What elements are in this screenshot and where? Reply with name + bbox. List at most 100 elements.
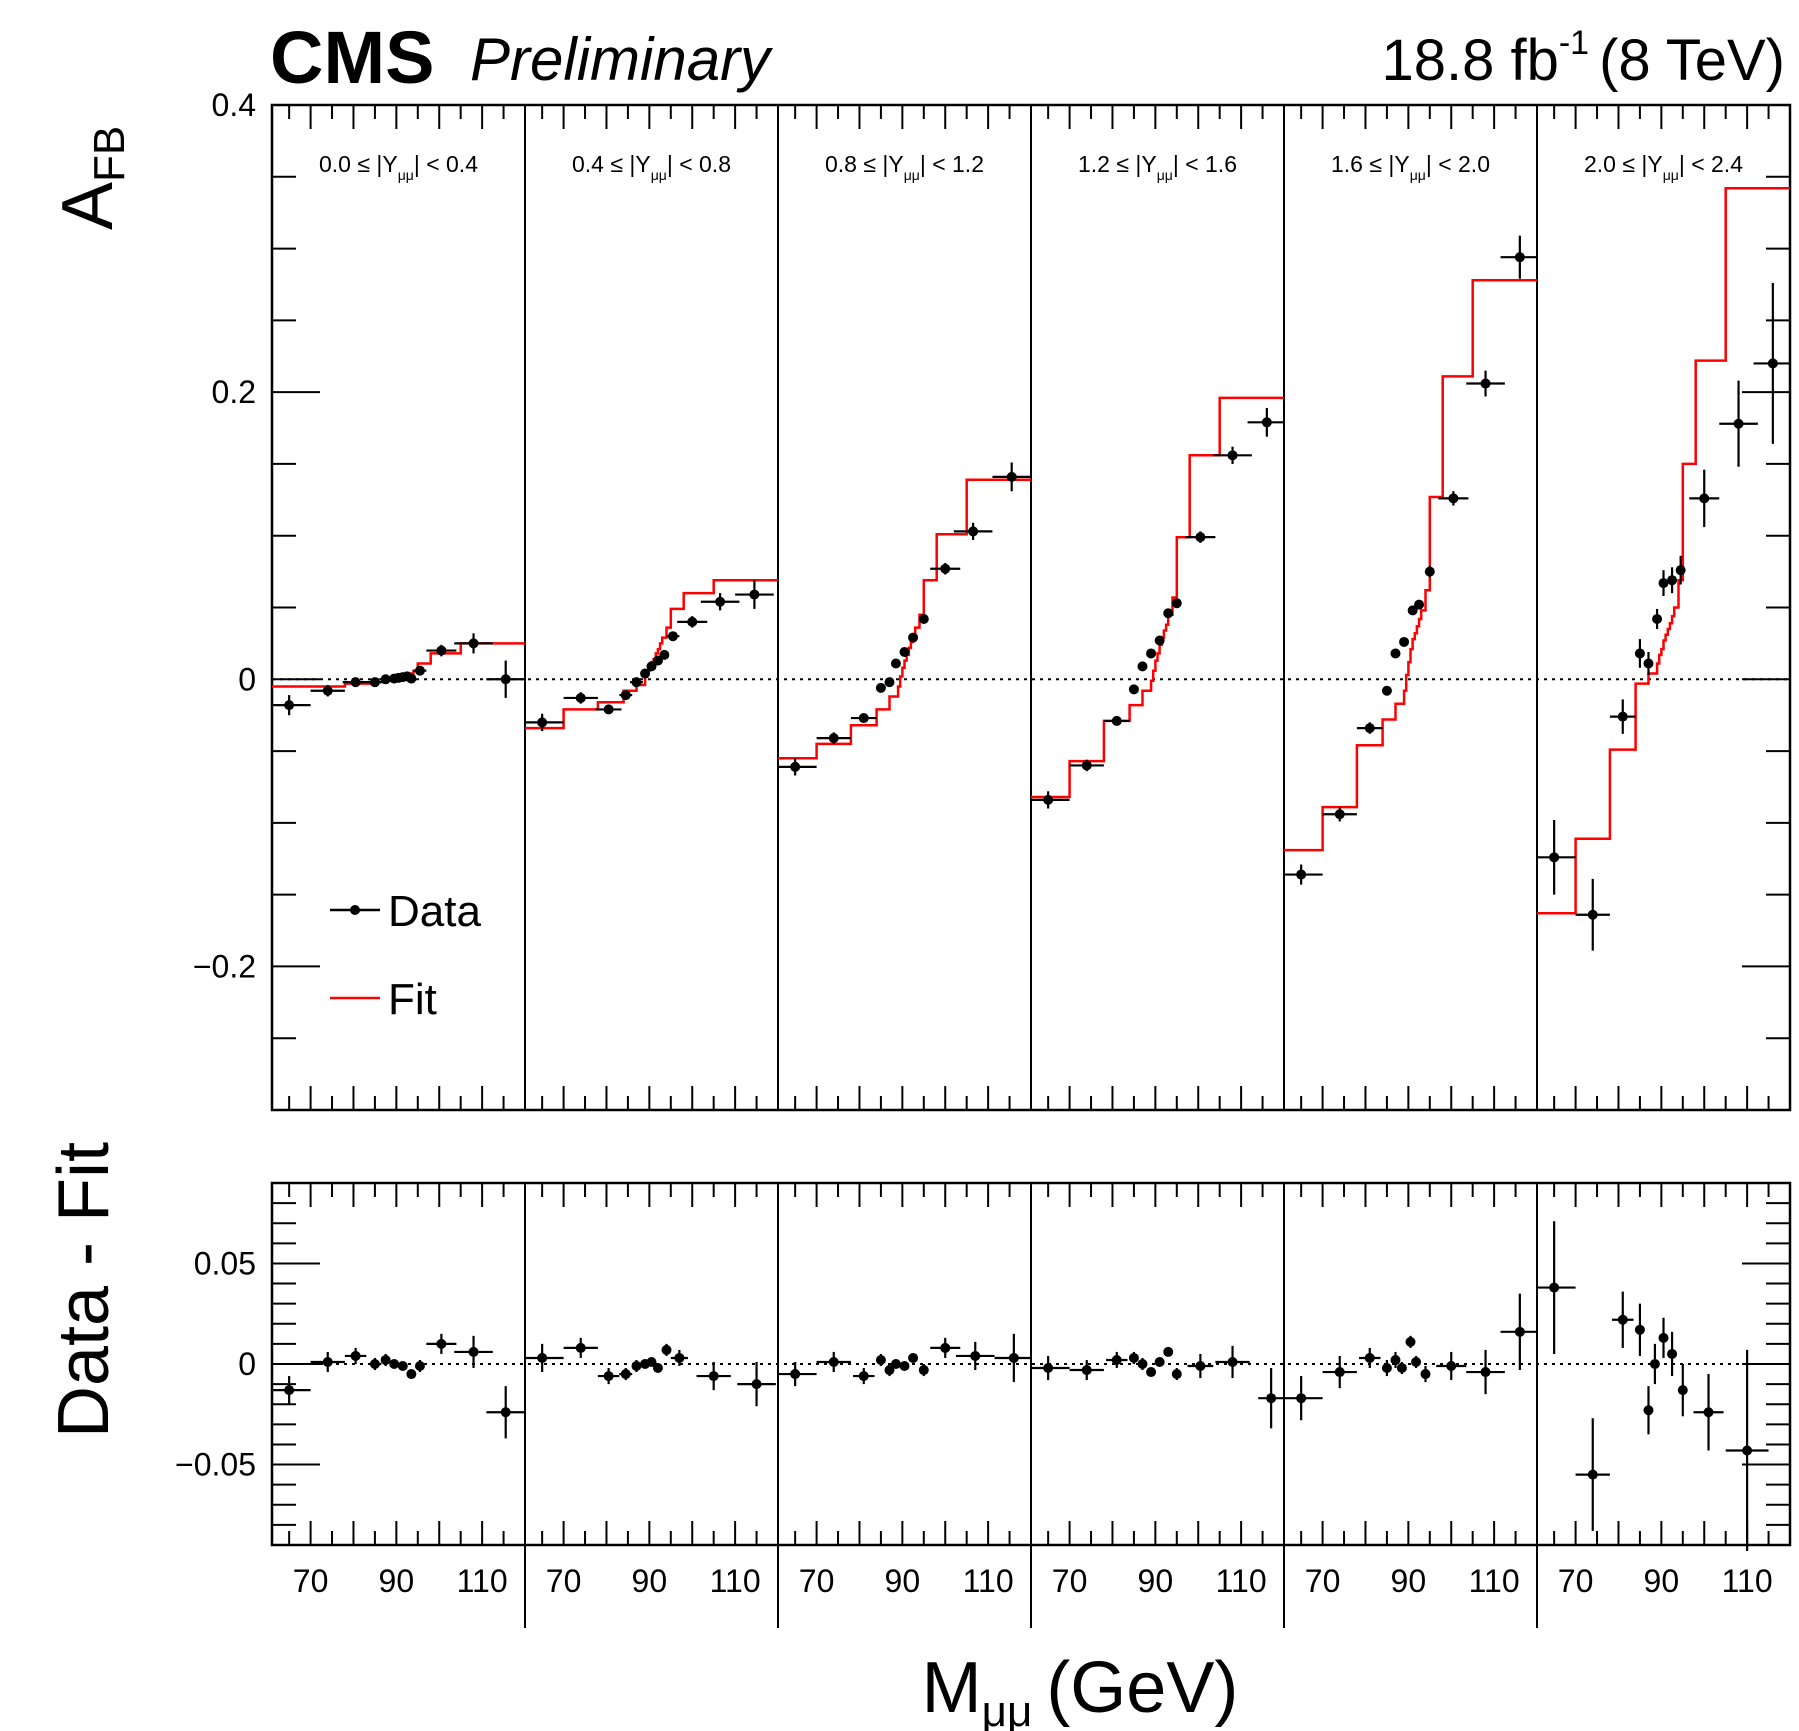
residual-point (1466, 1349, 1505, 1395)
data-marker (1154, 635, 1165, 646)
residual-marker (1227, 1356, 1238, 1367)
data-marker (1514, 252, 1525, 263)
residual-marker (1128, 1352, 1139, 1363)
data-marker (468, 638, 479, 649)
residual-marker (1163, 1346, 1174, 1357)
residual-point (908, 1352, 919, 1363)
residual-marker (1411, 1356, 1422, 1367)
data-marker (1137, 661, 1148, 672)
residual-point (1693, 1374, 1724, 1451)
residual-marker (1334, 1367, 1345, 1378)
residual-marker (1405, 1336, 1416, 1347)
legend-fit-label: Fit (388, 975, 437, 1024)
data-marker (603, 704, 614, 715)
residual-point (486, 1386, 525, 1439)
data-marker (1448, 493, 1459, 504)
residual-marker (468, 1346, 479, 1357)
residual-point (1390, 1351, 1401, 1369)
residual-marker (1296, 1393, 1307, 1404)
data-point (884, 677, 895, 688)
y-axis-title-top-main: A (48, 182, 128, 230)
x-axis-title-unit: (GeV) (1046, 1648, 1238, 1728)
data-point (426, 644, 457, 657)
residual-point (918, 1364, 929, 1377)
residual-marker (1137, 1359, 1148, 1369)
residual-point (272, 1376, 311, 1405)
data-point (619, 690, 633, 701)
data-marker (1043, 794, 1054, 805)
y-axis-title-top-sub: FB (85, 126, 134, 182)
rapidity-bin-label: 1.6 ≤ |Yμμ| < 2.0 (1331, 151, 1490, 183)
residual-point (1411, 1355, 1422, 1369)
residual-point (737, 1361, 776, 1407)
rapidity-bin-label-main: 1.2 ≤ |Y (1078, 151, 1157, 177)
data-point (1424, 565, 1435, 578)
data-point (525, 713, 564, 731)
data-point (918, 613, 929, 624)
residual-marker (1081, 1365, 1092, 1376)
residual-marker (940, 1342, 951, 1353)
residual-marker (1617, 1314, 1628, 1325)
residual-marker (620, 1369, 631, 1380)
rapidity-bin-label-main: 0.0 ≤ |Y (319, 151, 398, 177)
residual-marker (631, 1361, 642, 1372)
legend: Data Fit (330, 887, 481, 1024)
data-marker (1480, 378, 1491, 389)
data-point (1575, 878, 1610, 951)
data-point (1322, 807, 1357, 822)
residual-marker (1195, 1361, 1206, 1372)
data-point (1185, 531, 1216, 543)
plot-area: 0.4 0.2 0 −0.2 0.05 0 −0.05 70 90 110 70 90 110 70 90 1… (175, 87, 1792, 1628)
rapidity-bin-label-main: 2.0 ≤ |Y (1584, 151, 1663, 177)
residual-marker (537, 1352, 548, 1363)
residual-point (884, 1364, 895, 1377)
data-point (700, 593, 740, 611)
data-marker (322, 685, 333, 696)
data-point (486, 660, 525, 698)
x-tick-label: 110 (1469, 1563, 1520, 1599)
residual-marker (646, 1356, 657, 1367)
data-marker (436, 645, 447, 656)
data-point (595, 704, 622, 715)
y-tick-label-bottom: 0.05 (194, 1245, 256, 1281)
data-point (953, 522, 993, 541)
residual-marker (380, 1354, 391, 1365)
rapidity-bin-label: 0.8 ≤ |Yμμ| < 1.2 (825, 151, 984, 183)
fit-histogram-panel-4 (1031, 396, 1284, 799)
legend-data-marker (350, 905, 360, 915)
x-axis-title: Mμμ (GeV) (922, 1648, 1239, 1731)
data-point (816, 732, 851, 744)
data-marker (1699, 493, 1710, 504)
residual-point (1725, 1349, 1769, 1552)
data-point (1466, 370, 1505, 397)
rapidity-bin-label-post: | < 1.6 (1173, 151, 1237, 177)
residual-point (1322, 1355, 1357, 1389)
data-marker (875, 682, 886, 693)
data-point (1634, 639, 1645, 668)
data-marker (646, 661, 657, 672)
residual-point (368, 1357, 382, 1371)
residual-marker (875, 1354, 886, 1365)
data-marker (1733, 418, 1744, 429)
data-marker (631, 677, 642, 688)
residual-point (1163, 1346, 1174, 1357)
rapidity-bin-label: 1.2 ≤ |Yμμ| < 1.6 (1078, 151, 1237, 183)
rapidity-bin-label-post: | < 0.8 (667, 151, 731, 177)
x-tick-label: 70 (293, 1563, 329, 1599)
data-point (368, 677, 382, 688)
residual-marker (1266, 1393, 1277, 1404)
data-marker (659, 649, 670, 660)
data-marker (414, 665, 425, 676)
residual-marker (674, 1352, 685, 1363)
residual-marker (1146, 1367, 1157, 1378)
residual-marker (1364, 1352, 1375, 1363)
data-marker (1128, 684, 1139, 695)
lumi-value: 18.8 fb (1381, 28, 1558, 93)
data-marker (652, 655, 663, 666)
data-point (1753, 283, 1790, 444)
x-tick-label: 110 (963, 1563, 1014, 1599)
residual-marker (1390, 1354, 1401, 1365)
residual-marker (1514, 1326, 1525, 1337)
data-marker (1643, 658, 1654, 669)
y-axis-title-bottom: Data - Fit (44, 1142, 124, 1438)
